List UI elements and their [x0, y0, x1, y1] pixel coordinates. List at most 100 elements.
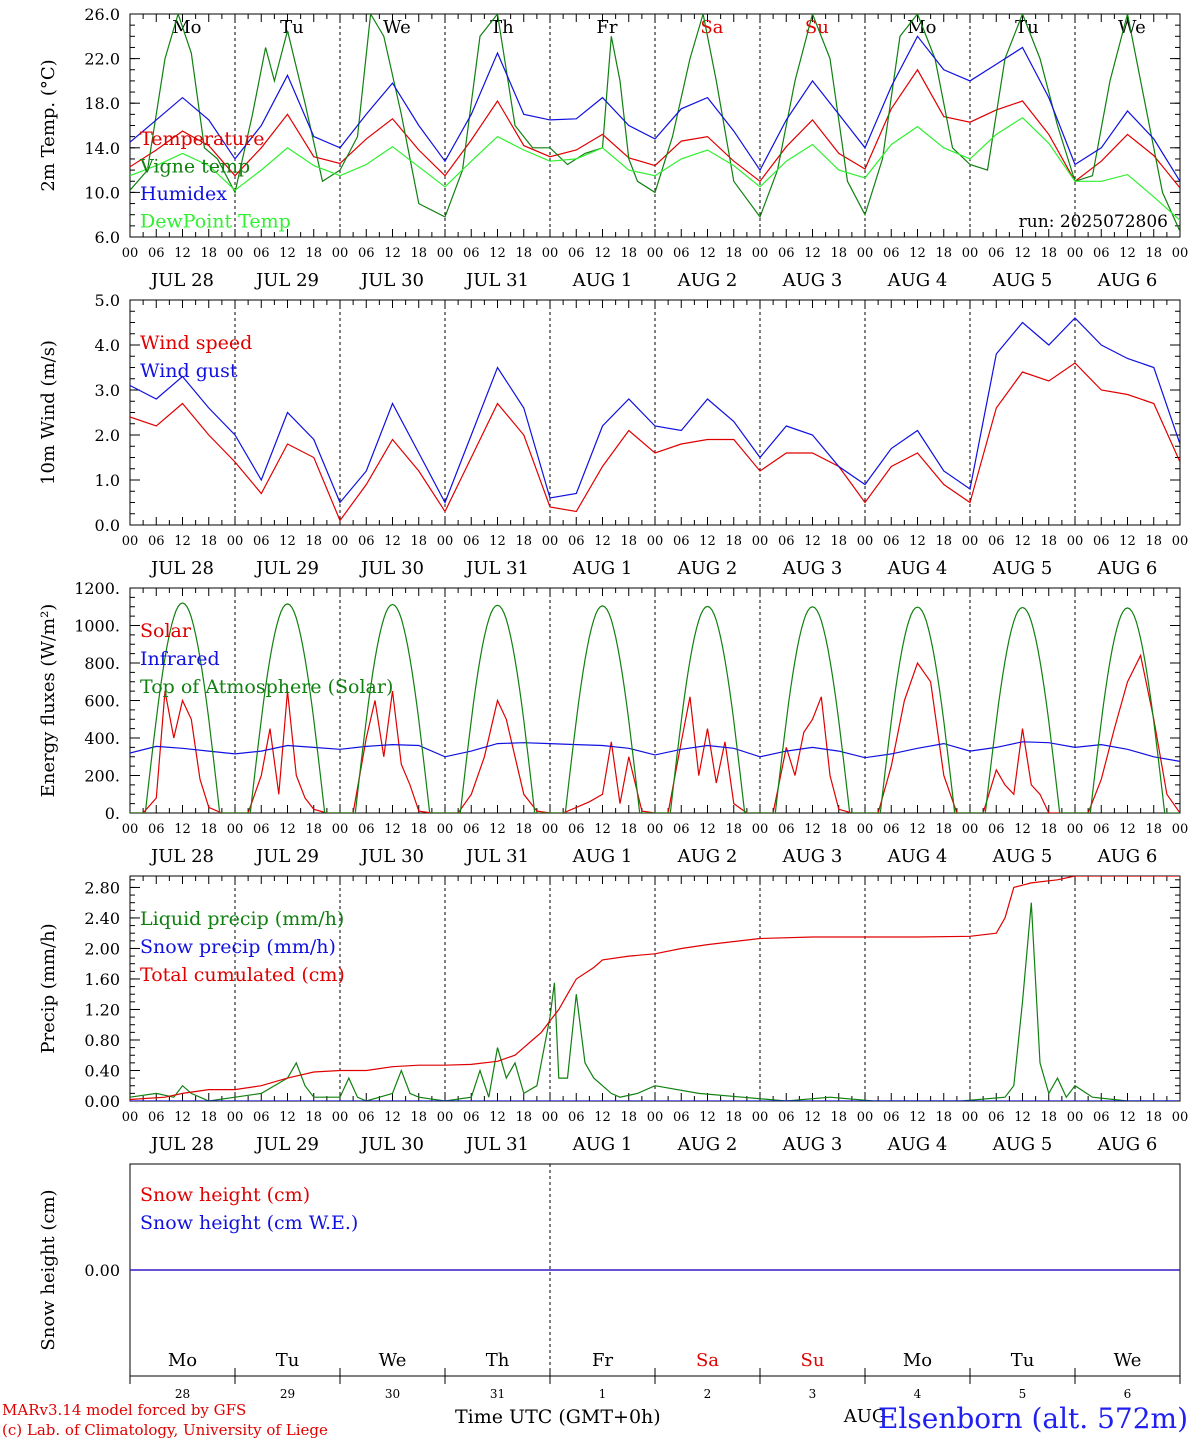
hour-label: 06	[988, 822, 1005, 837]
day-number-label: 30	[385, 1387, 400, 1401]
date-label: AUG 1	[572, 270, 633, 291]
hour-label: 00	[437, 822, 454, 837]
hour-label: 12	[1014, 246, 1031, 261]
date-label: AUG 3	[782, 846, 843, 867]
hour-label: 18	[1145, 534, 1162, 549]
hour-label: 00	[542, 534, 559, 549]
run-annotation: run: 2025072806	[1019, 212, 1168, 232]
hour-label: 12	[489, 246, 506, 261]
hour-label: 06	[1093, 1110, 1110, 1125]
hour-label: 06	[883, 246, 900, 261]
legend-entry: DewPoint Temp	[140, 211, 291, 233]
weekday-label: Mo	[168, 1350, 197, 1371]
date-label: AUG 3	[782, 1134, 843, 1155]
y-tick-label: 600.	[84, 692, 120, 711]
hour-label: 06	[673, 534, 690, 549]
day-number-label: 29	[280, 1387, 295, 1401]
hour-label: 18	[515, 822, 532, 837]
hour-label: 00	[227, 534, 244, 549]
hour-label: 12	[699, 534, 716, 549]
weekday-label: Mo	[907, 17, 936, 38]
hour-label: 18	[515, 246, 532, 261]
weekday-label: We	[379, 1350, 407, 1371]
y-tick-label: 0.40	[84, 1061, 120, 1080]
hour-label: 00	[647, 822, 664, 837]
day-number-label: 31	[490, 1387, 505, 1401]
series-group	[130, 602, 1180, 813]
date-label: AUG 3	[782, 558, 843, 579]
hour-label: 00	[857, 822, 874, 837]
date-label: JUL 28	[149, 1134, 214, 1155]
hour-label: 18	[305, 534, 322, 549]
hour-label: 12	[279, 534, 296, 549]
y-axis-label: 10m Wind (m/s)	[38, 340, 59, 485]
y-tick-label: 1200.	[74, 579, 120, 598]
hour-label: 06	[463, 822, 480, 837]
hour-label: 18	[1040, 246, 1057, 261]
y-tick-label: 1000.	[74, 617, 120, 636]
hour-label: 00	[122, 534, 139, 549]
hour-label: 00	[1172, 534, 1189, 549]
hour-label: 00	[227, 822, 244, 837]
date-label: AUG 2	[677, 270, 738, 291]
date-label: JUL 29	[254, 1134, 319, 1155]
hour-label: 00	[122, 1110, 139, 1125]
date-label: AUG 4	[887, 1134, 948, 1155]
hour-label: 12	[909, 1110, 926, 1125]
date-label: AUG 2	[677, 846, 738, 867]
hour-label: 12	[384, 246, 401, 261]
hour-label: 06	[673, 822, 690, 837]
weekday-label: Th	[490, 17, 514, 38]
hour-label: 06	[883, 534, 900, 549]
hour-label: 18	[725, 1110, 742, 1125]
legend-entry: Snow precip (mm/h)	[140, 936, 336, 958]
hour-label: 18	[830, 534, 847, 549]
series-line	[130, 876, 1180, 1101]
hour-label: 12	[699, 822, 716, 837]
hour-label: 12	[1119, 246, 1136, 261]
hour-label: 06	[568, 246, 585, 261]
y-tick-label: 5.0	[95, 291, 120, 310]
hour-label: 00	[647, 534, 664, 549]
y-tick-label: 2.00	[84, 939, 120, 958]
date-label: JUL 28	[149, 558, 214, 579]
hour-label: 12	[594, 1110, 611, 1125]
hour-label: 00	[1067, 246, 1084, 261]
hour-label: 00	[1172, 822, 1189, 837]
date-label: JUL 30	[359, 846, 424, 867]
weekday-label: Mo	[172, 17, 201, 38]
date-label: JUL 30	[359, 1134, 424, 1155]
date-label: AUG 5	[992, 846, 1053, 867]
day-number-label: 6	[1124, 1387, 1132, 1401]
y-tick-label: 0.00	[84, 1092, 120, 1111]
hour-label: 06	[1093, 534, 1110, 549]
hour-label: 18	[830, 822, 847, 837]
legend-entry: Top of Atmosphere (Solar)	[140, 676, 393, 698]
hour-label: 00	[332, 1110, 349, 1125]
legend-entry: Humidex	[140, 183, 227, 205]
hour-label: 12	[489, 534, 506, 549]
hour-label: 06	[253, 822, 270, 837]
hour-label: 12	[909, 822, 926, 837]
hour-label: 12	[384, 534, 401, 549]
y-tick-label: 0.80	[84, 1031, 120, 1050]
hour-label: 00	[1067, 1110, 1084, 1125]
hour-label: 18	[935, 534, 952, 549]
legend-entry: Liquid precip (mm/h)	[140, 908, 344, 930]
hour-label: 00	[437, 246, 454, 261]
hour-label: 18	[620, 246, 637, 261]
series-line	[130, 902, 1180, 1101]
hour-label: 06	[568, 534, 585, 549]
hour-label: 18	[515, 534, 532, 549]
model-credit: MARv3.14 model forced by GFS	[2, 1401, 247, 1419]
hour-label: 18	[305, 822, 322, 837]
hour-label: 18	[1145, 1110, 1162, 1125]
hour-label: 00	[332, 822, 349, 837]
hour-label: 18	[200, 534, 217, 549]
series-line	[130, 362, 1180, 522]
day-number-label: 4	[914, 1387, 922, 1401]
day-number-label: 1	[599, 1387, 607, 1401]
date-label: JUL 30	[359, 270, 424, 291]
hour-label: 00	[227, 246, 244, 261]
hour-label: 00	[752, 822, 769, 837]
